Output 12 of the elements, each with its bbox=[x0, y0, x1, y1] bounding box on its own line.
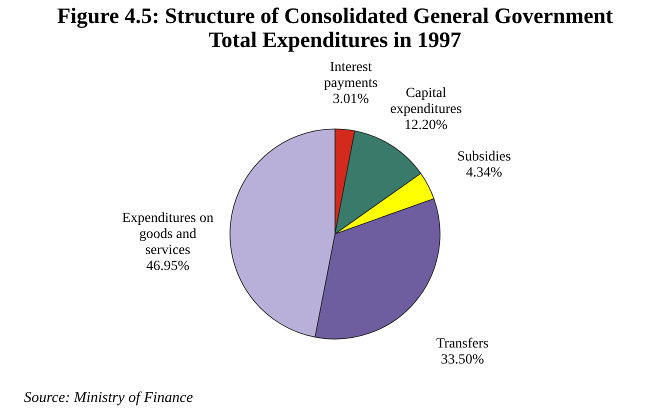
source-note: Source: Ministry of Finance bbox=[23, 390, 194, 407]
data-label: 46.95% bbox=[146, 258, 190, 274]
slice-label: Expenditures on goods and services bbox=[122, 210, 214, 258]
slice-label: Capital expenditures bbox=[390, 86, 462, 117]
data-label: 4.34% bbox=[466, 166, 503, 181]
data-label: 3.01% bbox=[332, 92, 370, 107]
slice-label: Interest payments bbox=[324, 60, 378, 91]
data-label: 33.50% bbox=[440, 352, 484, 368]
slice-label: Transfers bbox=[436, 336, 489, 352]
chart-title: Figure 4.5: Structure of Consolidated General Government Total Expenditures in 1997 bbox=[57, 2, 614, 52]
slice-label: Subsidies bbox=[457, 150, 511, 165]
data-label: 12.20% bbox=[404, 118, 448, 133]
